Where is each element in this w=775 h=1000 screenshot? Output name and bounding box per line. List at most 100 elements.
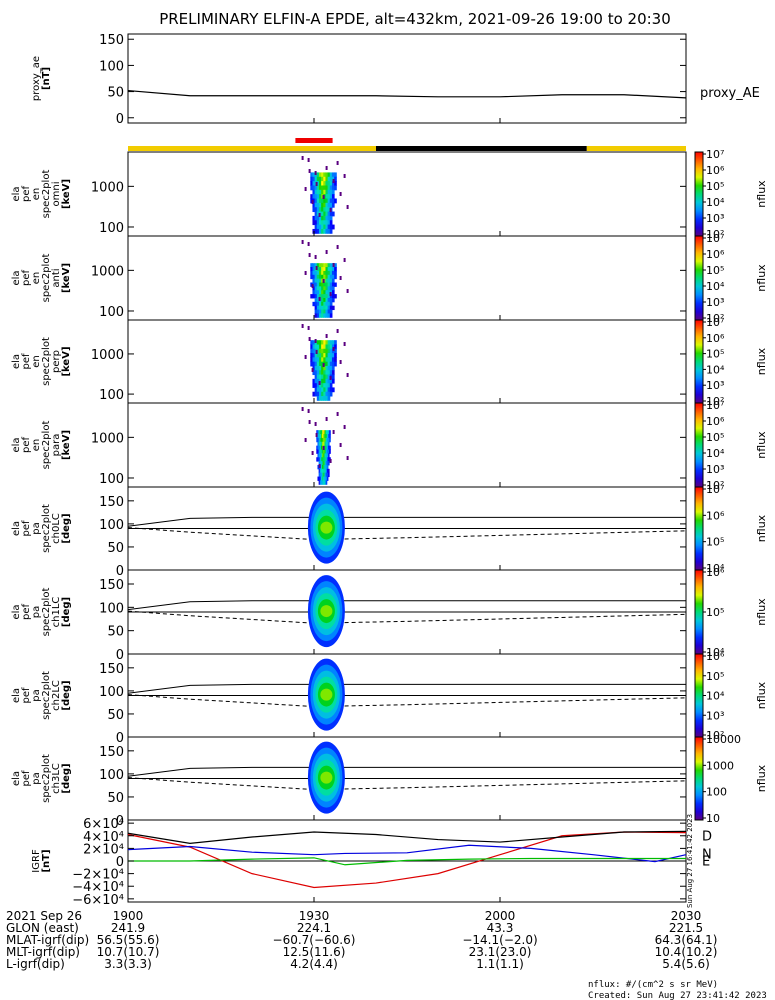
spectrogram-pixel bbox=[316, 370, 320, 376]
y-axis-label: perp bbox=[51, 350, 62, 373]
ephemeris-value: 43.3 bbox=[487, 921, 514, 935]
spectrogram-pixel bbox=[314, 344, 318, 350]
pitch-angle-image bbox=[307, 741, 345, 814]
pitch-angle-contour bbox=[320, 605, 333, 618]
y-tick-label: 150 bbox=[99, 578, 124, 593]
y-tick-label: 50 bbox=[107, 541, 124, 556]
spectrogram-pixel bbox=[321, 270, 324, 276]
spectrogram-pixel bbox=[312, 172, 316, 178]
spectrogram-pixel bbox=[314, 286, 318, 291]
y-tick-label: 0 bbox=[116, 112, 124, 127]
spectrogram-pixel bbox=[324, 472, 327, 478]
spectrogram-pixel bbox=[312, 361, 316, 367]
spectrogram-pixel bbox=[310, 344, 313, 350]
y-tick-label: 150 bbox=[99, 33, 124, 48]
spectrogram-pixel bbox=[325, 480, 328, 485]
spectrogram-pixel bbox=[314, 211, 318, 217]
spectrogram-pixel bbox=[322, 449, 324, 454]
spectrogram-pixel bbox=[334, 344, 337, 350]
spectrogram-pixel bbox=[316, 286, 320, 291]
spectrogram-pixel bbox=[325, 374, 329, 380]
spectrogram-pixel bbox=[317, 457, 320, 462]
spectrogram-pixel bbox=[316, 263, 320, 268]
noise-pixel bbox=[322, 446, 325, 450]
spectrogram-pixel bbox=[327, 445, 330, 451]
spectrogram-pixel bbox=[316, 313, 320, 318]
spectrogram-pixel bbox=[323, 461, 325, 466]
y-axis-label: [nT] bbox=[41, 67, 52, 90]
spectrogram-pixel bbox=[323, 434, 325, 439]
spectrogram-pixel bbox=[320, 453, 323, 458]
spectrogram-pixel bbox=[319, 437, 322, 443]
spectrogram-pixel bbox=[316, 224, 320, 230]
colorbar-tick-label: 10⁶ bbox=[706, 650, 725, 663]
colorbar-tick-label: 10⁴ bbox=[706, 646, 725, 659]
y-axis-label: spec2plot bbox=[41, 170, 52, 219]
spectrogram-pixel bbox=[318, 391, 322, 397]
spectrogram-pixel bbox=[334, 181, 337, 186]
spectrogram-pixel bbox=[327, 449, 330, 454]
y-axis-label: [deg] bbox=[61, 597, 72, 627]
spectrogram-pixel bbox=[314, 207, 318, 213]
spectrogram-pixel bbox=[327, 228, 331, 234]
y-tick-label: 2×10⁴ bbox=[83, 842, 124, 857]
spectrogram-pixel bbox=[318, 472, 321, 478]
spectrogram-pixel bbox=[331, 270, 335, 276]
spectrogram-pixel bbox=[314, 194, 318, 200]
spectrogram-pixel bbox=[327, 202, 331, 208]
spectrogram-pixel bbox=[331, 361, 335, 367]
spectrogram-pixel bbox=[327, 396, 331, 401]
spectrogram-pixel bbox=[314, 374, 318, 380]
colorbar-tick-label: 10⁷ bbox=[706, 399, 724, 412]
spectrogram-pixel bbox=[321, 194, 324, 200]
colorbar-tick-label: 10⁵ bbox=[706, 180, 724, 193]
y-tick-label: 100 bbox=[99, 305, 124, 320]
y-axis-label: spec2plot bbox=[41, 504, 52, 553]
spectrogram-pixel bbox=[327, 472, 330, 478]
anti-loss-cone-line bbox=[127, 610, 687, 624]
spectrogram-pixel bbox=[321, 391, 324, 397]
spectrogram-pixel bbox=[329, 434, 331, 439]
spectrogram-pixel bbox=[312, 198, 316, 204]
loss-cone-line bbox=[127, 600, 686, 611]
y-axis-label: pef bbox=[21, 270, 32, 287]
series-N bbox=[127, 844, 687, 863]
spectrogram-pixel bbox=[323, 468, 325, 474]
noise-pixel bbox=[322, 279, 325, 283]
spectrogram-pixel bbox=[323, 313, 326, 318]
spectrogram-pixel bbox=[318, 224, 322, 230]
ephemeris-row-label: L-igrf(dip) bbox=[6, 957, 65, 971]
series-line bbox=[127, 830, 687, 844]
y-axis-label: para bbox=[51, 434, 62, 457]
spectrogram-pixel bbox=[321, 370, 324, 376]
spectrogram-pixel bbox=[323, 274, 326, 280]
spectrogram-pixel bbox=[327, 263, 331, 268]
noise-pixel bbox=[332, 263, 335, 267]
colorbar-tick-label: 10000 bbox=[706, 733, 741, 746]
anti-loss-cone-line bbox=[127, 777, 687, 791]
spectrogram-pixel bbox=[316, 176, 320, 182]
spectrogram-pixel bbox=[329, 294, 333, 299]
y-tick-label: 150 bbox=[99, 745, 124, 760]
colorbar-tick-label: 10⁵ bbox=[706, 536, 724, 549]
noise-pixel bbox=[308, 169, 311, 173]
spectrogram-pixel bbox=[321, 353, 324, 358]
ephemeris-row-label: MLT-igrf(dip) bbox=[6, 945, 80, 959]
y-tick-label: 0 bbox=[116, 814, 124, 829]
y-axis-label: pef bbox=[21, 437, 32, 454]
spectrogram-pixel bbox=[323, 430, 325, 435]
spectrogram-pixel bbox=[317, 437, 320, 443]
spectrogram-pixel bbox=[320, 430, 323, 435]
noise-pixel bbox=[311, 451, 314, 455]
spectrogram-pixel bbox=[321, 189, 324, 195]
plot-title: PRELIMINARY ELFIN-A EPDE, alt=432km, 202… bbox=[159, 10, 671, 28]
spectrogram-pixel bbox=[314, 361, 318, 367]
spectrogram-pixel bbox=[314, 270, 318, 276]
spectrogram-pixel bbox=[325, 361, 329, 367]
spectrogram-pixel bbox=[331, 181, 335, 186]
spectrogram-pixel bbox=[317, 445, 320, 451]
spectrogram-pixel bbox=[316, 220, 320, 226]
spectrogram-pixel bbox=[331, 172, 335, 178]
spectrogram-pixel bbox=[325, 202, 329, 208]
noise-pixel bbox=[346, 456, 349, 460]
